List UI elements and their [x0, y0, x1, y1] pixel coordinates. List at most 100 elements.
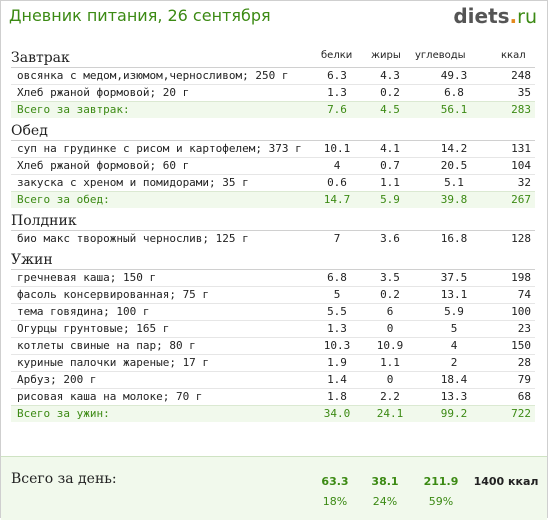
- food-kcal: 248: [511, 69, 531, 82]
- food-fat: 0.2: [380, 288, 400, 301]
- food-row: фасоль консервированная; 75 г 5 0.2 13.1 74: [11, 286, 535, 303]
- food-row: Огурцы грунтовые; 165 г 1.3 0 5 23: [11, 320, 535, 337]
- meal-total-row: Всего за обед: 14.7 5.9 39.8 267: [11, 191, 535, 208]
- food-name: куриные палочки жареные; 17 г: [17, 356, 210, 369]
- meal-title: Полдник: [11, 213, 77, 229]
- food-protein: 0.6: [327, 176, 347, 189]
- meal-total-carbs: 99.2: [440, 407, 468, 420]
- meal-total-label: Всего за ужин:: [17, 407, 110, 420]
- meal-section: Полдник био макс творожный чернослив; 125…: [1, 208, 547, 247]
- food-protein: 10.3: [323, 339, 351, 352]
- food-fat: 1.1: [380, 176, 400, 189]
- food-name: Огурцы грунтовые; 165 г: [17, 322, 170, 335]
- food-protein: 4: [333, 159, 341, 172]
- food-row: котлеты свиные на пар; 80 г 10.3 10.9 4 150: [11, 337, 535, 354]
- day-total: Всего за день: 63.3 38.1 211.9 1400 ккал…: [1, 456, 547, 520]
- food-protein: 5: [333, 288, 341, 301]
- meal-total-carbs: 56.1: [440, 103, 468, 116]
- food-kcal: 128: [511, 232, 531, 245]
- meal-title: Обед: [11, 123, 48, 139]
- logo-tld: ru: [517, 6, 537, 28]
- meal-total-protein: 34.0: [323, 407, 351, 420]
- food-fat: 0: [386, 322, 394, 335]
- food-name: гречневая каша; 150 г: [17, 271, 157, 284]
- meal-total-fat: 4.5: [380, 103, 400, 116]
- food-fat: 3.6: [380, 232, 400, 245]
- food-protein: 10.1: [323, 142, 351, 155]
- food-name: овсянка с медом,изюмом,черносливом; 250 …: [17, 69, 289, 82]
- food-kcal: 79: [517, 373, 531, 386]
- page-header: Дневник питания, 26 сентября diets.ru: [1, 1, 547, 37]
- food-row: суп на грудинке с рисом и картофелем; 37…: [11, 140, 535, 157]
- food-row: био макс творожный чернослив; 125 г 7 3.6 1…: [11, 230, 535, 247]
- food-carbs: 13.1: [440, 288, 468, 301]
- meal-total-label: Всего за обед:: [17, 193, 110, 206]
- food-fat: 1.1: [380, 356, 400, 369]
- food-fat: 6: [386, 305, 394, 318]
- food-fat: 4.1: [380, 142, 400, 155]
- meal-total-fat: 24.1: [376, 407, 404, 420]
- food-carbs: 18.4: [440, 373, 468, 386]
- food-fat: 3.5: [380, 271, 400, 284]
- food-protein: 5.5: [327, 305, 347, 318]
- day-total-protein-pct: 18%: [322, 495, 348, 508]
- food-protein: 7: [333, 232, 341, 245]
- food-fat: 0: [386, 373, 394, 386]
- food-name: закуска с хреном и помидорами; 35 г: [17, 176, 249, 189]
- day-total-fat-pct: 24%: [372, 495, 398, 508]
- food-row: закуска с хреном и помидорами; 35 г 0.6 1.…: [11, 174, 535, 191]
- food-protein: 1.4: [327, 373, 347, 386]
- food-kcal: 198: [511, 271, 531, 284]
- food-name: тема говядина; 100 г: [17, 305, 150, 318]
- logo-name: diets: [453, 4, 510, 28]
- food-kcal: 68: [517, 390, 531, 403]
- food-row: овсянка с медом,изюмом,черносливом; 250 …: [11, 67, 535, 84]
- site-logo[interactable]: diets.ru: [453, 4, 537, 28]
- food-carbs: 4: [450, 339, 458, 352]
- food-carbs: 37.5: [440, 271, 468, 284]
- food-carbs: 20.5: [440, 159, 468, 172]
- food-protein: 1.9: [327, 356, 347, 369]
- food-row: гречневая каша; 150 г 6.8 3.5 37.5 198: [11, 269, 535, 286]
- food-name: Хлеб ржаной формовой; 60 г: [17, 159, 190, 172]
- food-kcal: 32: [517, 176, 531, 189]
- food-name: рисовая каша на молоке; 70 г: [17, 390, 203, 403]
- food-fat: 0.2: [380, 86, 400, 99]
- food-carbs: 5: [450, 322, 458, 335]
- food-carbs: 5.9: [444, 305, 464, 318]
- food-row: тема говядина; 100 г 5.5 6 5.9 100: [11, 303, 535, 320]
- column-header-kcal: ккал: [501, 50, 526, 61]
- food-fat: 10.9: [376, 339, 404, 352]
- food-name: Арбуз; 200 г: [17, 373, 97, 386]
- food-row: Арбуз; 200 г 1.4 0 18.4 79: [11, 371, 535, 388]
- food-protein: 6.8: [327, 271, 347, 284]
- food-carbs: 16.8: [440, 232, 468, 245]
- food-kcal: 23: [517, 322, 531, 335]
- column-header-carbs: углеводы: [415, 50, 466, 61]
- meal-total-fat: 5.9: [380, 193, 400, 206]
- food-name: фасоль консервированная; 75 г: [17, 288, 210, 301]
- food-carbs: 49.3: [440, 69, 468, 82]
- food-carbs: 13.3: [440, 390, 468, 403]
- food-carbs: 6.8: [444, 86, 464, 99]
- meal-section: Обед суп на грудинке с рисом и картофелем…: [1, 118, 547, 208]
- food-carbs: 14.2: [440, 142, 468, 155]
- food-row: рисовая каша на молоке; 70 г 1.8 2.2 13.3 68: [11, 388, 535, 405]
- column-header-fat: жиры: [371, 50, 401, 61]
- day-total-carbs-pct: 59%: [428, 495, 454, 508]
- meal-title: Ужин: [11, 252, 53, 268]
- day-total-label: Всего за день:: [11, 471, 117, 487]
- food-kcal: 74: [517, 288, 531, 301]
- meal-total-row: Всего за завтрак: 7.6 4.5 56.1 283: [11, 101, 535, 118]
- meal-title: Завтрак: [11, 50, 70, 66]
- day-total-protein: 63.3: [321, 475, 349, 488]
- food-row: куриные палочки жареные; 17 г 1.9 1.1 2 28: [11, 354, 535, 371]
- food-fat: 0.7: [380, 159, 400, 172]
- food-carbs: 5.1: [444, 176, 464, 189]
- food-kcal: 35: [517, 86, 531, 99]
- meals-table: Завтрак овсянка с медом,изюмом,черносливо…: [1, 45, 547, 422]
- food-protein: 1.3: [327, 86, 347, 99]
- meal-total-protein: 7.6: [327, 103, 347, 116]
- food-kcal: 100: [511, 305, 531, 318]
